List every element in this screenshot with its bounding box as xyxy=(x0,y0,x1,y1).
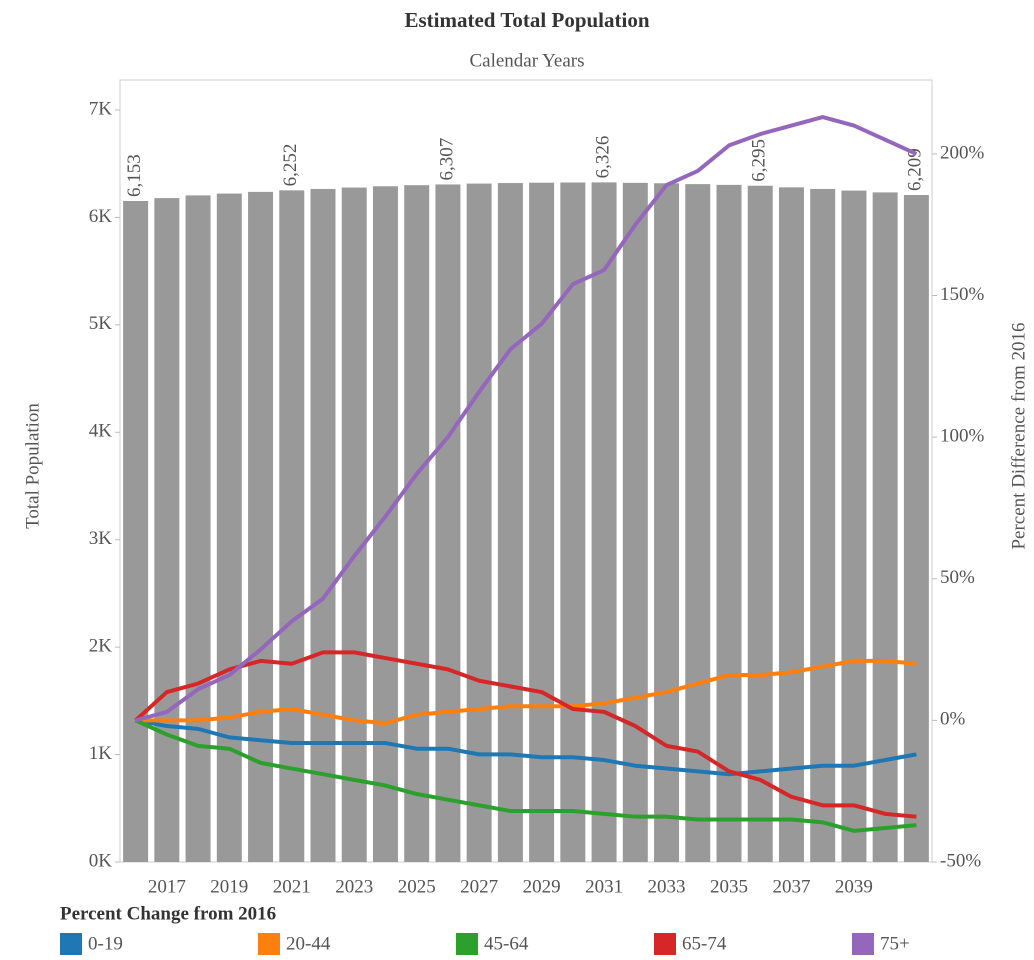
x-tick-label: 2039 xyxy=(835,876,873,897)
y2-tick-label: 50% xyxy=(940,567,975,588)
y-tick-label: 4K xyxy=(89,421,113,442)
bar xyxy=(185,195,211,863)
legend-label: 0-19 xyxy=(88,933,123,954)
x-tick-label: 2021 xyxy=(273,876,311,897)
bar xyxy=(810,188,836,862)
x-tick-label: 2029 xyxy=(523,876,561,897)
bar xyxy=(154,198,180,862)
y-tick-label: 3K xyxy=(89,528,113,549)
legend-label: 75+ xyxy=(880,933,910,954)
line-series xyxy=(134,650,917,819)
legend-label: 45-64 xyxy=(484,933,529,954)
x-tick-label: 2037 xyxy=(772,876,810,897)
y2-tick-label: 150% xyxy=(940,284,985,305)
y2-tick-label: -50% xyxy=(940,850,981,871)
x-tick-label: 2017 xyxy=(148,876,186,897)
bar xyxy=(591,182,617,862)
bar xyxy=(841,190,867,863)
bar-value-label: 6,295 xyxy=(749,139,770,182)
legend-swatch xyxy=(258,933,280,955)
legend-title: Percent Change from 2016 xyxy=(60,903,276,924)
bar xyxy=(435,184,461,862)
line-series xyxy=(135,718,917,777)
x-tick-label: 2025 xyxy=(398,876,436,897)
bar xyxy=(216,193,242,863)
bar xyxy=(248,191,274,862)
bar-value-label: 6,307 xyxy=(436,138,457,181)
legend-swatch xyxy=(852,933,874,955)
legend-swatch xyxy=(654,933,676,955)
y-tick-label: 1K xyxy=(89,743,113,764)
y-tick-label: 6K xyxy=(89,206,113,227)
y-axis-label: Total Population xyxy=(22,403,43,529)
bar xyxy=(654,183,680,862)
y2-tick-label: 200% xyxy=(940,142,985,163)
chart-title: Estimated Total Population xyxy=(404,8,649,32)
legend-swatch xyxy=(456,933,478,955)
x-tick-label: 2033 xyxy=(648,876,686,897)
x-tick-label: 2027 xyxy=(460,876,498,897)
bar-value-label: 6,326 xyxy=(592,136,613,179)
bar xyxy=(404,185,430,862)
bar xyxy=(716,184,742,863)
bar xyxy=(466,183,492,863)
chart-subtitle: Calendar Years xyxy=(469,50,584,71)
y-tick-label: 5K xyxy=(89,313,113,334)
bar xyxy=(778,187,804,862)
bar xyxy=(497,183,523,863)
bar xyxy=(872,192,898,863)
y-tick-label: 0K xyxy=(89,850,113,871)
y2-tick-label: 0% xyxy=(940,709,966,730)
line-series xyxy=(135,115,918,723)
bar xyxy=(622,182,648,863)
bar-value-label: 6,153 xyxy=(124,154,145,197)
bar xyxy=(279,190,305,862)
bar xyxy=(123,200,149,862)
x-tick-label: 2019 xyxy=(210,876,248,897)
legend-swatch xyxy=(60,933,82,955)
bar xyxy=(903,194,929,862)
bar xyxy=(372,186,398,862)
legend-label: 65-74 xyxy=(682,933,727,954)
bar xyxy=(529,182,555,863)
bar xyxy=(341,187,367,863)
plot-frame xyxy=(119,79,933,863)
x-tick-label: 2023 xyxy=(335,876,373,897)
x-tick-label: 2031 xyxy=(585,876,623,897)
y2-tick-label: 100% xyxy=(940,426,985,447)
legend-label: 20-44 xyxy=(286,933,331,954)
bar xyxy=(685,184,711,862)
bar xyxy=(310,188,336,862)
x-tick-label: 2035 xyxy=(710,876,748,897)
y-tick-label: 7K xyxy=(89,98,113,119)
line-series xyxy=(135,658,917,726)
bar-value-label: 6,252 xyxy=(280,144,301,187)
bar-value-label: 6,209 xyxy=(905,148,926,191)
line-series xyxy=(134,718,917,833)
bar xyxy=(747,185,773,863)
y-tick-label: 2K xyxy=(89,636,113,657)
y2-axis-label: Percent Difference from 2016 xyxy=(1008,322,1029,549)
